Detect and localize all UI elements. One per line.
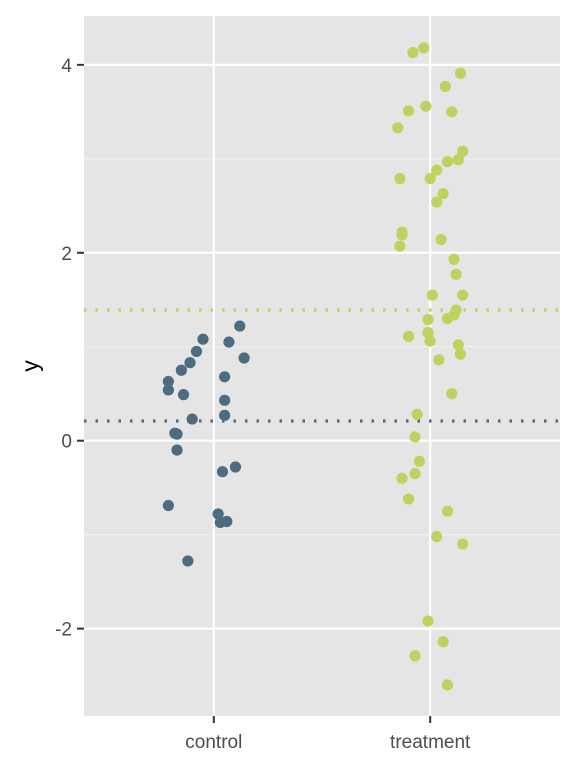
data-point-treatment <box>411 408 423 420</box>
y-tick-label: -2 <box>55 620 72 641</box>
data-point-control <box>238 352 250 364</box>
data-point-treatment <box>409 650 421 662</box>
data-point-treatment <box>424 335 436 347</box>
data-point-treatment <box>396 229 408 241</box>
x-axis: control treatment <box>185 716 471 753</box>
data-point-control <box>223 336 235 348</box>
data-point-control <box>219 371 231 383</box>
data-point-control <box>234 320 246 332</box>
data-point-treatment <box>409 467 421 480</box>
y-axis-title: y <box>17 360 43 372</box>
data-point-control <box>212 508 224 520</box>
data-point-treatment <box>439 80 451 93</box>
data-point-treatment <box>402 330 415 343</box>
data-point-control <box>182 555 194 567</box>
data-point-treatment <box>426 289 438 301</box>
data-point-treatment <box>450 268 462 280</box>
data-point-treatment <box>422 313 434 326</box>
data-point-control <box>229 461 242 473</box>
data-point-treatment <box>457 538 469 550</box>
x-tick-label: treatment <box>390 732 471 753</box>
data-point-treatment <box>441 505 454 517</box>
data-point-treatment <box>394 172 406 185</box>
data-point-treatment <box>407 47 419 59</box>
data-point-treatment <box>402 105 415 117</box>
data-point-treatment <box>422 327 434 339</box>
data-point-treatment <box>402 493 415 505</box>
data-point-control <box>171 428 183 440</box>
data-point-treatment <box>396 472 408 484</box>
data-point-treatment <box>437 636 449 648</box>
data-point-control <box>184 357 196 369</box>
data-point-treatment <box>435 234 447 246</box>
data-point-treatment <box>409 431 421 443</box>
data-point-treatment <box>422 615 434 627</box>
data-point-control <box>219 409 231 421</box>
data-point-control <box>216 466 229 478</box>
data-point-treatment <box>413 455 425 467</box>
data-point-treatment <box>454 67 467 79</box>
data-point-treatment <box>431 196 443 208</box>
data-point-treatment <box>454 348 467 360</box>
data-point-treatment <box>441 312 454 325</box>
y-tick-label: 2 <box>61 244 72 265</box>
data-point-treatment <box>437 187 449 200</box>
data-point-treatment <box>424 172 436 185</box>
data-point-treatment <box>433 354 445 366</box>
data-point-control <box>171 444 183 456</box>
data-point-control <box>162 375 174 388</box>
data-point-treatment <box>392 122 404 134</box>
data-point-control <box>162 499 174 512</box>
data-point-treatment <box>446 388 458 400</box>
data-point-treatment <box>441 679 454 691</box>
data-point-treatment <box>446 106 458 118</box>
plot-panel <box>84 16 560 716</box>
data-point-treatment <box>452 154 464 166</box>
data-point-control <box>177 389 190 401</box>
data-point-treatment <box>418 42 430 54</box>
data-point-control <box>186 413 198 425</box>
y-axis: -2 0 2 4 <box>55 56 84 641</box>
data-points <box>162 42 469 691</box>
data-point-control <box>175 364 187 376</box>
data-point-treatment <box>431 530 443 543</box>
data-point-treatment <box>457 145 469 157</box>
data-point-treatment <box>457 289 469 301</box>
y-tick-label: 0 <box>61 432 72 453</box>
data-point-control <box>219 394 231 406</box>
data-point-treatment <box>452 339 464 351</box>
data-point-control <box>162 384 174 396</box>
y-tick-label: 4 <box>61 56 72 77</box>
data-point-control <box>190 345 203 358</box>
data-point-treatment <box>394 240 406 252</box>
data-point-control <box>214 516 226 529</box>
data-point-control <box>197 333 209 345</box>
data-point-treatment <box>431 164 443 176</box>
data-point-treatment <box>420 100 432 112</box>
x-tick-label: control <box>185 732 242 753</box>
data-point-treatment <box>448 253 460 265</box>
data-point-treatment <box>441 156 454 168</box>
gridlines <box>84 16 560 716</box>
